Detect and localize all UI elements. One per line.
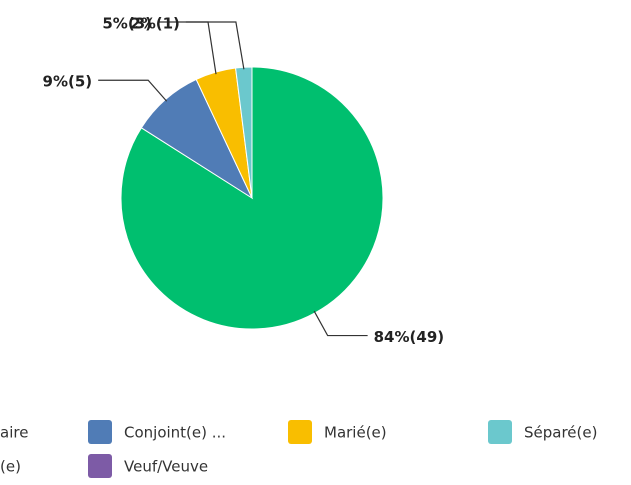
legend-label: (e) bbox=[0, 458, 21, 476]
data-label: 9%(5) bbox=[43, 73, 93, 91]
legend-label: Marié(e) bbox=[324, 424, 387, 442]
legend-label: Veuf/Veuve bbox=[124, 458, 208, 476]
data-label: 2%(1) bbox=[130, 15, 180, 33]
leader-line bbox=[313, 310, 368, 337]
legend-label: Séparé(e) bbox=[524, 424, 597, 442]
legend-swatch bbox=[88, 420, 112, 444]
legend-swatch bbox=[88, 454, 112, 478]
legend-label: Conjoint(e) ... bbox=[124, 424, 226, 442]
leader-line bbox=[98, 79, 168, 102]
legend-swatch bbox=[288, 420, 312, 444]
data-label: 5%(3) bbox=[102, 15, 152, 33]
legend-swatch bbox=[488, 420, 512, 444]
leader-line bbox=[185, 21, 245, 70]
legend-label: aire bbox=[0, 424, 28, 442]
data-label: 84%(49) bbox=[374, 328, 445, 346]
